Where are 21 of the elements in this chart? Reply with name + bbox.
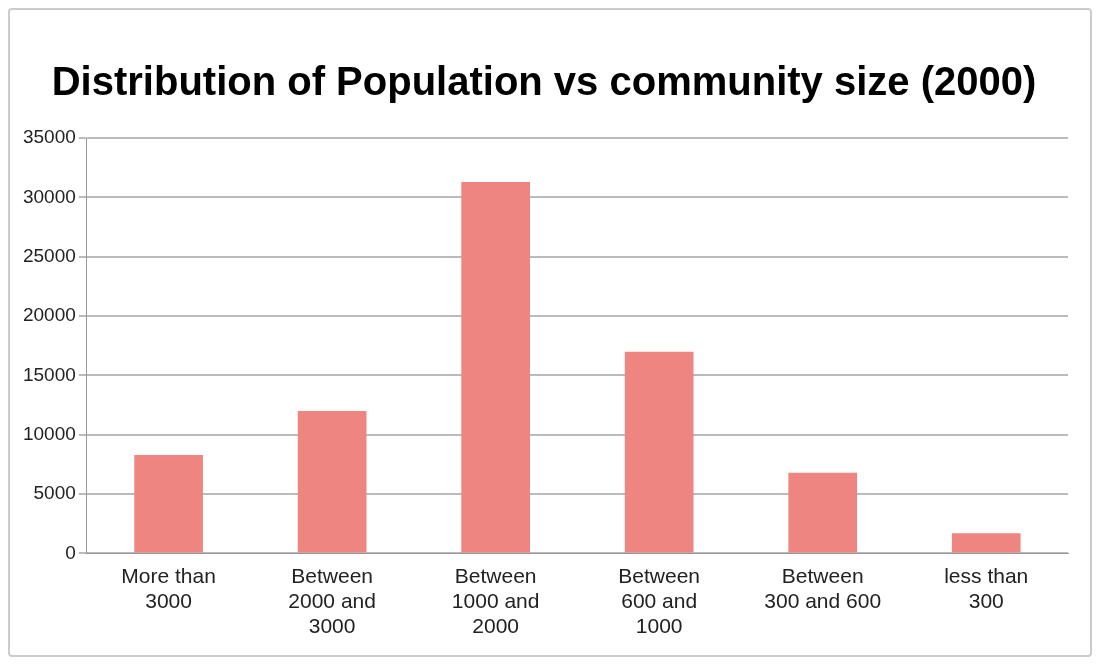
bar <box>951 533 1021 553</box>
y-tick-label: 25000 <box>22 244 76 266</box>
y-tick-label: 20000 <box>22 304 76 326</box>
bar <box>624 351 694 553</box>
y-tick-label: 10000 <box>22 422 76 444</box>
y-tick-label: 30000 <box>22 185 76 207</box>
y-tick-label: 0 <box>65 541 76 563</box>
bar <box>297 410 367 553</box>
bar <box>461 181 530 553</box>
x-tick-label: Between 1000 and 2000 <box>451 563 540 638</box>
x-tick-label: Between 300 and 600 <box>764 563 882 612</box>
x-tick-label: Between 600 and 1000 <box>618 563 701 638</box>
x-tick-label: less than 300 <box>944 563 1029 612</box>
chart-title: Distribution of Population vs community size (2000) <box>51 59 1037 104</box>
bar <box>134 454 203 553</box>
y-tick-label: 5000 <box>33 482 76 504</box>
y-tick-label: 35000 <box>22 126 76 148</box>
bar <box>788 472 858 553</box>
x-tick-label: More than 3000 <box>121 563 216 612</box>
y-tick-label: 15000 <box>22 363 76 385</box>
x-tick-label: Between 2000 and 3000 <box>288 563 376 638</box>
